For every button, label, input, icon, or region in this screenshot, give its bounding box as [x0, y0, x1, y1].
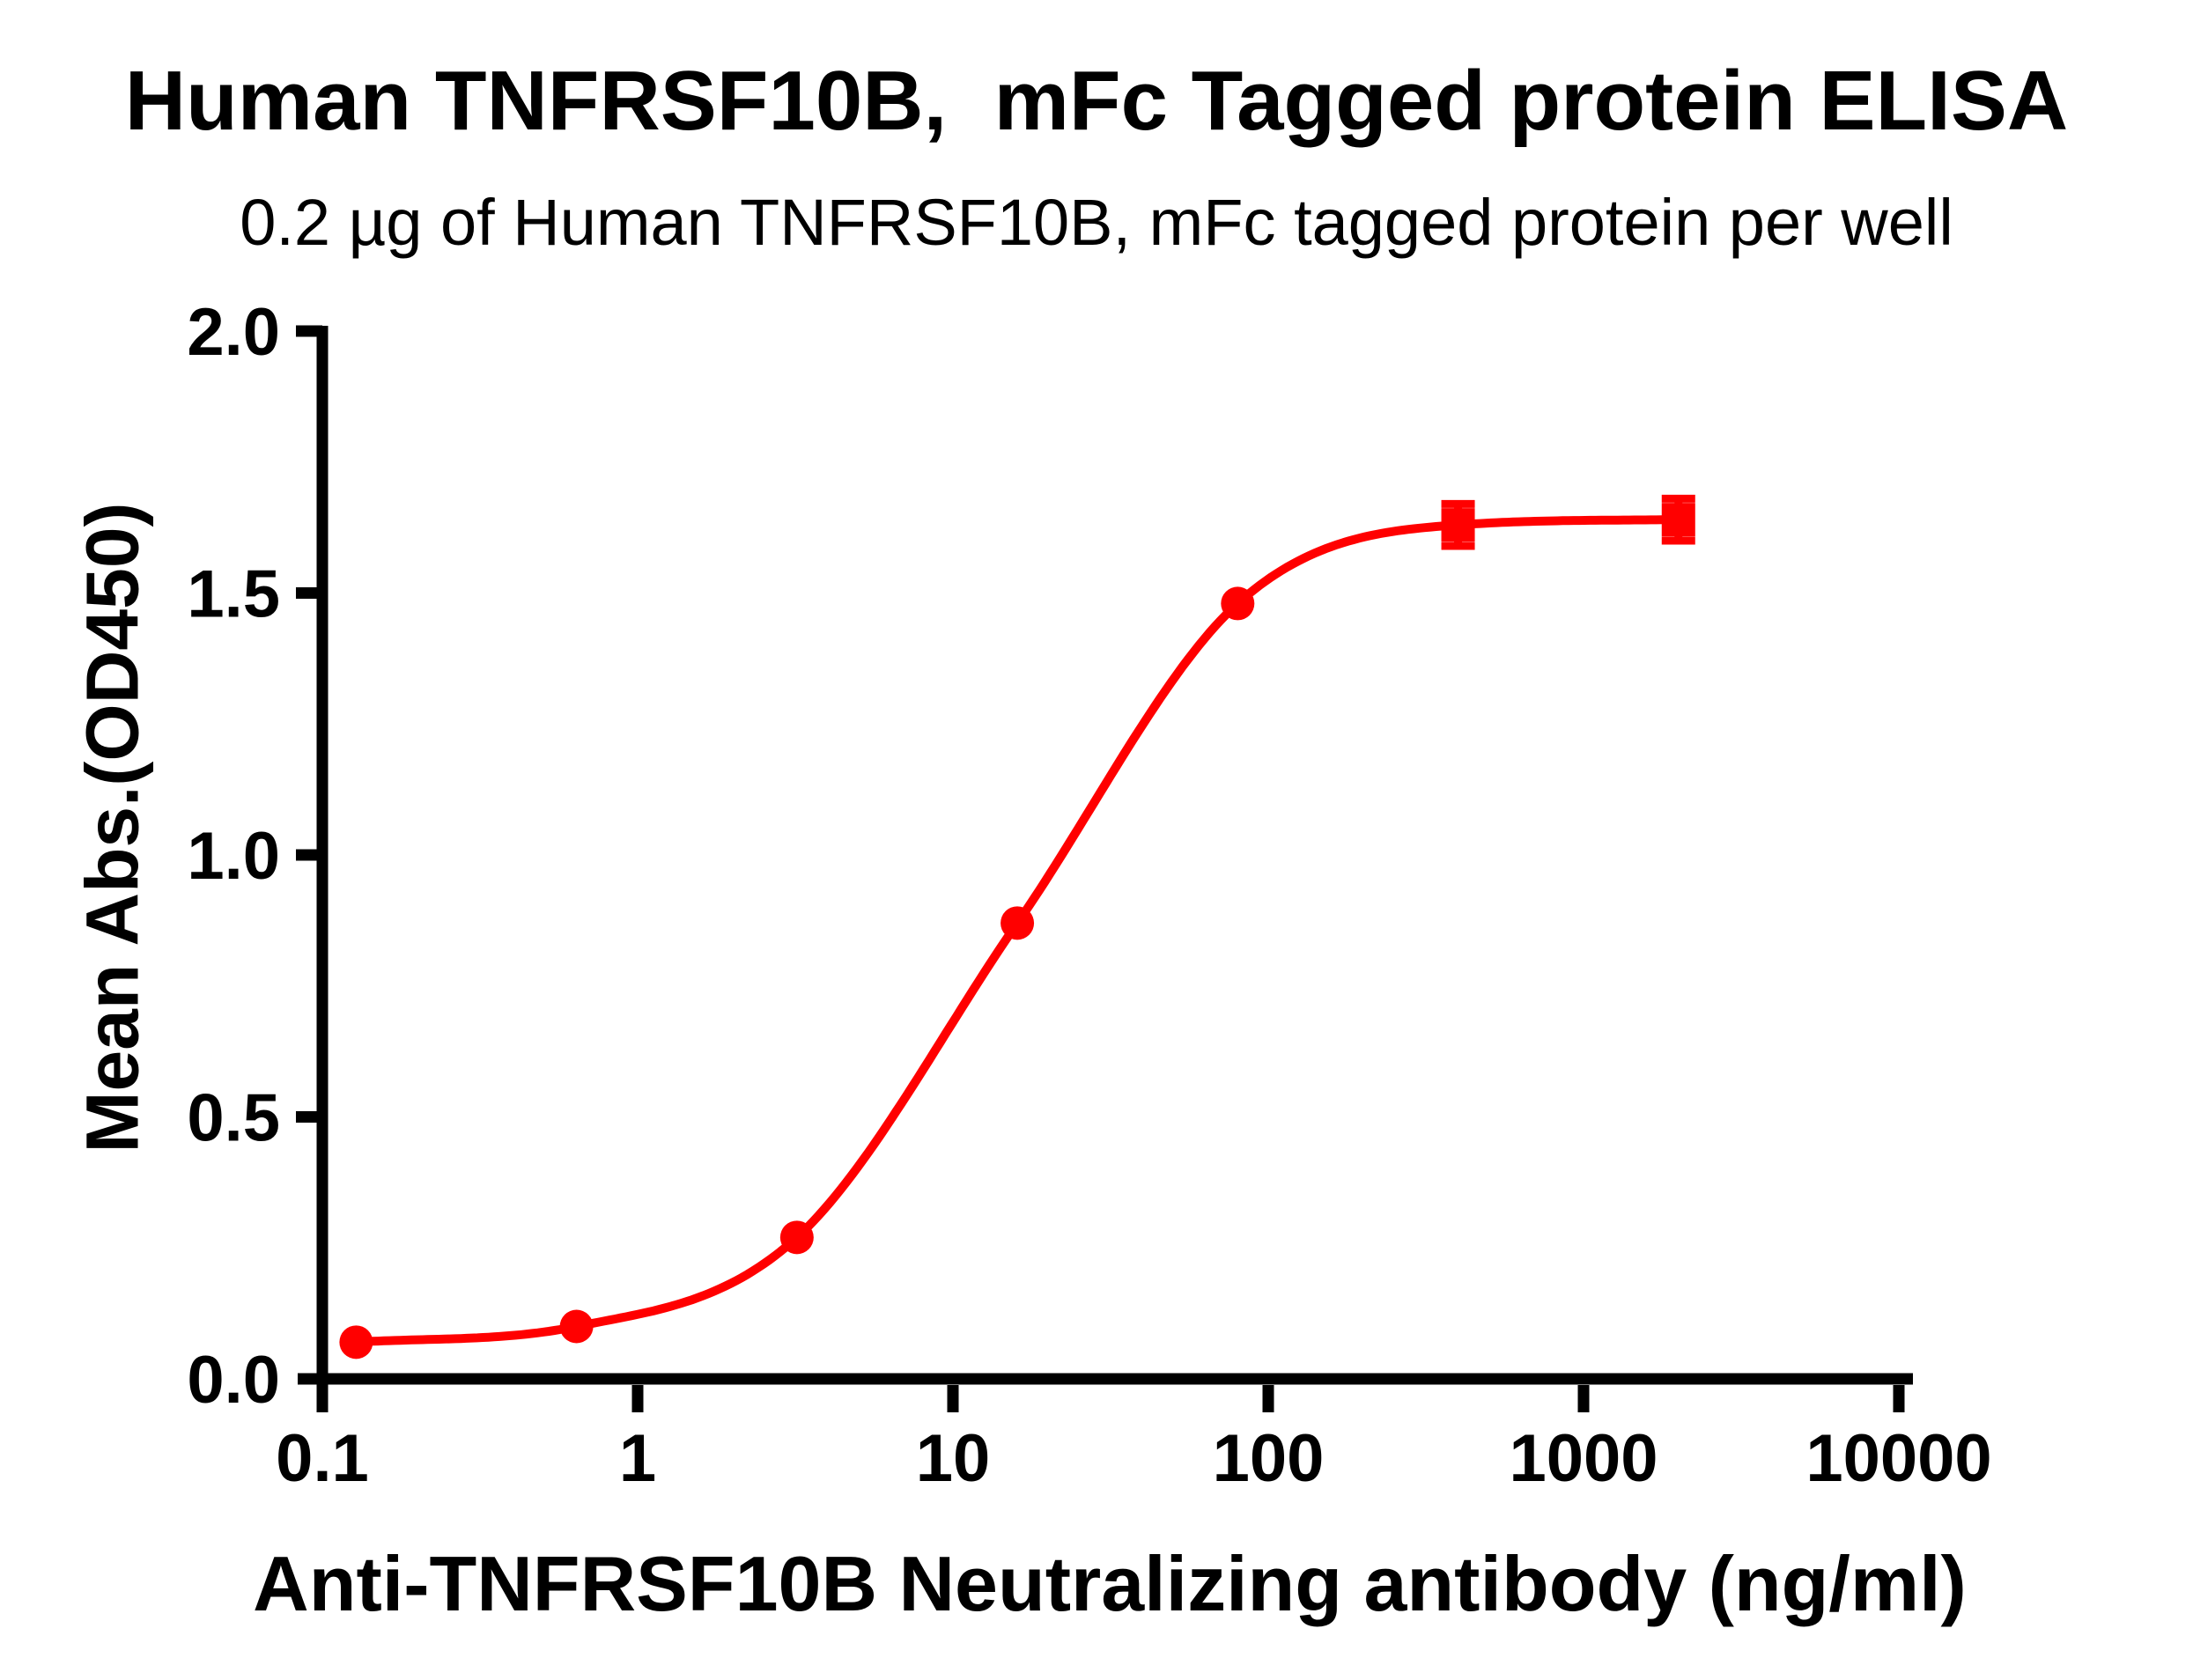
chart-subtitle: 0.2 µg of Human TNFRSF10B, mFc tagged pr…	[240, 186, 1953, 259]
x-tick-label: 100	[1213, 1421, 1325, 1496]
data-point-marker	[1441, 508, 1475, 542]
x-axis-label: Anti-TNFRSF10B Neutralizing antibody (ng…	[253, 1540, 1967, 1627]
y-tick-label: 2.0	[187, 295, 280, 370]
y-axis-label: Mean Abs.(OD450)	[70, 502, 154, 1153]
x-tick-label: 10	[916, 1421, 991, 1496]
data-point-marker	[1661, 503, 1695, 537]
y-tick-label: 1.0	[187, 819, 280, 894]
x-tick-label: 1000	[1509, 1421, 1658, 1496]
x-tick-label: 0.1	[276, 1421, 369, 1496]
data-point-marker	[1221, 586, 1255, 621]
x-tick-label: 10000	[1805, 1421, 1991, 1496]
y-tick-label: 0.0	[187, 1343, 280, 1418]
y-tick-label: 0.5	[187, 1081, 280, 1156]
chart-title: Human TNFRSF10B, mFc Tagged protein ELIS…	[124, 54, 2069, 148]
x-tick-label: 1	[619, 1421, 656, 1496]
data-point-marker	[559, 1309, 594, 1344]
data-point-marker	[339, 1325, 373, 1359]
data-point-marker	[779, 1220, 814, 1255]
data-point-marker	[1001, 906, 1035, 940]
y-tick-label: 1.5	[187, 557, 280, 632]
